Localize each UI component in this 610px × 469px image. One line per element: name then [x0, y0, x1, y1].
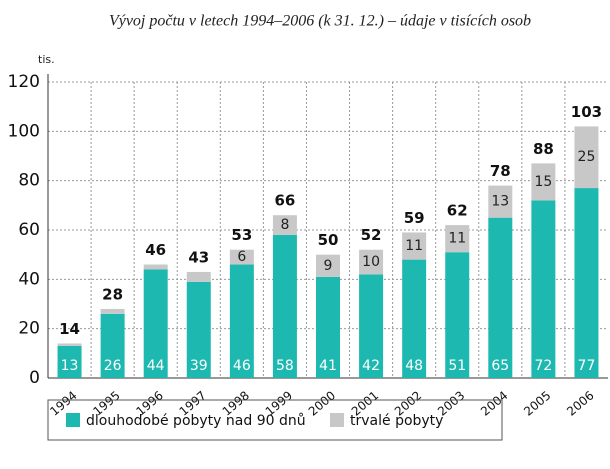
y-tick-label: 100 — [8, 121, 40, 141]
bar-value-label: 26 — [104, 358, 122, 374]
total-label: 78 — [490, 162, 511, 180]
total-label: 62 — [447, 202, 468, 220]
y-tick-label: 40 — [18, 269, 40, 289]
bar-value-label: 6 — [237, 249, 246, 265]
bar-value-label: 13 — [491, 194, 509, 210]
y-tick-label: 80 — [18, 171, 40, 191]
total-label: 52 — [361, 226, 382, 244]
total-label: 50 — [318, 231, 339, 249]
bar-segment — [100, 308, 125, 314]
bar-segment — [100, 313, 125, 378]
total-label: 14 — [59, 320, 80, 338]
bar-value-label: 25 — [578, 149, 596, 165]
total-label: 46 — [145, 241, 166, 259]
bar-value-label: 44 — [147, 358, 165, 374]
bar-segment — [272, 234, 297, 378]
bar-segment — [445, 252, 470, 378]
bar-value-label: 10 — [362, 254, 380, 270]
bar-segment — [445, 225, 470, 253]
legend-box — [47, 399, 503, 441]
total-label: 53 — [231, 226, 252, 244]
total-label: 28 — [102, 285, 123, 303]
bar-segment — [402, 259, 427, 378]
bar-segment — [531, 163, 556, 201]
bar-segment — [143, 264, 168, 270]
legend-label: dlouhodobé pobyty nad 90 dnů — [86, 413, 306, 429]
bar-value-label: 48 — [405, 358, 423, 374]
bar-segment — [186, 271, 211, 282]
x-tick-label: 2005 — [521, 388, 553, 418]
bar-segment — [229, 249, 254, 265]
bar-value-label: 46 — [233, 358, 251, 374]
bar-value-label: 72 — [534, 358, 552, 374]
bar-value-label: 58 — [276, 358, 294, 374]
chart-title: Vývoj počtu v letech 1994–2006 (k 31. 12… — [109, 13, 531, 30]
bar-segment — [57, 343, 82, 346]
total-label: 59 — [404, 209, 425, 227]
total-label: 103 — [571, 103, 602, 121]
bar-value-label: 42 — [362, 358, 380, 374]
bar-segment — [143, 269, 168, 378]
bar-segment — [57, 345, 82, 378]
bar-value-label: 51 — [448, 358, 466, 374]
bar-value-label: 11 — [405, 238, 423, 254]
bar-segment — [359, 274, 384, 378]
bar-segment — [316, 276, 340, 378]
legend-swatch — [330, 413, 344, 427]
bar-value-label: 11 — [448, 231, 466, 247]
total-label: 88 — [533, 140, 554, 158]
bar-value-label: 13 — [61, 358, 79, 374]
y-tick-label: 20 — [18, 319, 40, 339]
total-label: 43 — [188, 248, 209, 266]
y-tick-label: 0 — [29, 368, 40, 388]
bar-segment — [272, 215, 297, 235]
bar-value-label: 8 — [280, 217, 289, 233]
x-tick-label: 2006 — [564, 388, 596, 418]
bar-segment — [488, 217, 513, 378]
bar-value-label: 9 — [324, 258, 333, 274]
y-axis-label: tis. — [38, 53, 55, 66]
legend-label: trvalé pobyty — [350, 413, 443, 429]
legend-swatch — [66, 413, 80, 427]
y-tick-label: 60 — [18, 220, 40, 240]
y-tick-label: 120 — [8, 72, 40, 92]
bar-segment — [488, 185, 513, 218]
bar-value-label: 41 — [319, 358, 337, 374]
bar-segment — [186, 281, 211, 378]
bar-segment — [229, 264, 254, 378]
bar-value-label: 65 — [491, 358, 509, 374]
bar-value-label: 39 — [190, 358, 208, 374]
bar-segment — [359, 249, 384, 275]
total-label: 66 — [274, 192, 295, 210]
bar-segment — [402, 232, 427, 260]
bar-segment — [574, 188, 599, 378]
bar-segment — [531, 200, 556, 378]
bar-value-label: 15 — [534, 174, 552, 190]
bar-segment — [574, 126, 599, 189]
bar-value-label: 77 — [578, 358, 596, 374]
bar-segment — [316, 254, 340, 277]
x-tick-label: 2004 — [478, 388, 510, 418]
